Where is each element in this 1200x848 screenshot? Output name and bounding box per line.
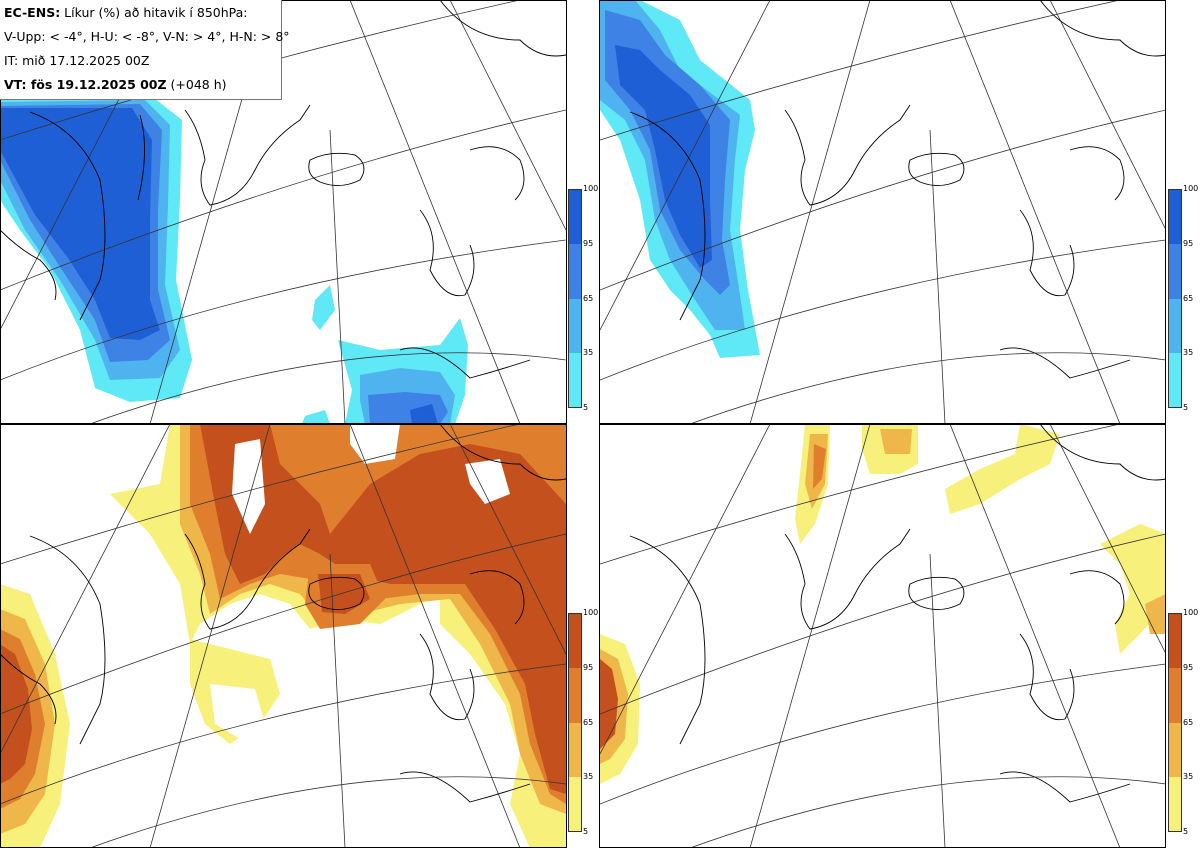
colorbar-tick-label: 100	[583, 184, 599, 193]
colorbar-band	[1169, 776, 1181, 831]
map-h-n	[600, 424, 1166, 848]
probability-field-v-n	[0, 424, 566, 848]
probability-field-v-upp	[0, 95, 468, 424]
map-panel-h-n	[600, 424, 1166, 848]
colorbar-v-n	[568, 613, 582, 832]
probability-field-h-u	[600, 0, 760, 358]
colorbar-tick-label: 5	[1183, 827, 1189, 836]
colorbar-tick-label: 65	[1183, 293, 1194, 303]
colorbar-band	[1169, 190, 1181, 245]
colorbar-band	[569, 352, 581, 407]
colorbar-v-upp	[568, 189, 582, 408]
valid-time-line: VT: fös 19.12.2025 00Z (+048 h)	[4, 77, 227, 92]
colorbar-tick-label: 100	[1183, 184, 1199, 193]
map-v-n	[0, 424, 566, 848]
forecast-info-box: EC-ENS: Líkur (%) að hitavik í 850hPa: V…	[0, 0, 290, 100]
colorbar-band	[1169, 298, 1181, 353]
colorbar-tick-label: 5	[1183, 403, 1189, 412]
colorbar-band	[569, 190, 581, 245]
colorbar-band	[1169, 352, 1181, 407]
colorbar-tick-label: 35	[1183, 348, 1194, 358]
colorbar-band	[569, 298, 581, 353]
graticule-h-n	[600, 424, 1166, 848]
colorbar-tick-label: 95	[1183, 662, 1194, 672]
colorbar-band	[569, 614, 581, 669]
colorbar-tick-label: 65	[583, 717, 594, 727]
colorbar-tick-label: 100	[1183, 608, 1199, 617]
colorbar-band	[569, 722, 581, 777]
title-line: EC-ENS: Líkur (%) að hitavik í 850hPa:	[4, 5, 248, 20]
colorbar-tick-label: 95	[583, 662, 594, 672]
colorbar-h-n	[1168, 613, 1182, 832]
colorbar-band	[1169, 668, 1181, 723]
threshold-line: V-Upp: < -4°, H-U: < -8°, V-N: > 4°, H-N…	[4, 29, 290, 44]
map-panel-v-n	[0, 424, 566, 848]
colorbar-band	[1169, 244, 1181, 299]
colorbar-band	[1169, 722, 1181, 777]
colorbar-band	[569, 776, 581, 831]
graticule-v-upp	[0, 0, 566, 424]
colorbar-tick-label: 95	[1183, 238, 1194, 248]
colorbar-tick-label: 35	[583, 772, 594, 782]
map-v-upp	[0, 0, 566, 424]
colorbar-band	[569, 668, 581, 723]
colorbar-tick-label: 65	[583, 293, 594, 303]
initial-time-line: IT: mið 17.12.2025 00Z	[4, 53, 150, 68]
colorbar-tick-label: 65	[1183, 717, 1194, 727]
colorbar-tick-label: 95	[583, 238, 594, 248]
coastline-v-upp	[0, 0, 566, 379]
colorbar-band	[1169, 614, 1181, 669]
colorbar-h-u	[1168, 189, 1182, 408]
colorbar-tick-label: 5	[583, 403, 589, 412]
graticule-v-n	[0, 424, 566, 848]
colorbar-tick-label: 35	[583, 348, 594, 358]
map-panel-h-u	[600, 0, 1166, 424]
colorbar-band	[569, 244, 581, 299]
colorbar-tick-label: 100	[583, 608, 599, 617]
map-h-u	[600, 0, 1166, 424]
colorbar-tick-label: 5	[583, 827, 589, 836]
map-panel-v-upp: EC-ENS: Líkur (%) að hitavik í 850hPa: V…	[0, 0, 566, 424]
graticule-h-u	[600, 0, 1166, 424]
coastline-h-n	[629, 424, 1166, 803]
colorbar-tick-label: 35	[1183, 772, 1194, 782]
coastline-h-u	[629, 0, 1166, 379]
probability-field-h-n	[600, 424, 1166, 784]
coastline-v-n	[0, 424, 566, 803]
